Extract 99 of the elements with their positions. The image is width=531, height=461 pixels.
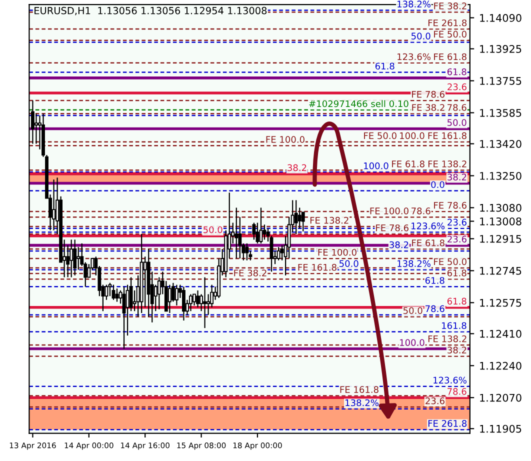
annotation: FE 78.6	[434, 202, 466, 209]
candlestick	[276, 246, 280, 261]
annotation: 61.8	[447, 68, 466, 76]
annotation: 100.0	[400, 132, 424, 140]
candlestick	[112, 284, 116, 300]
annotation: FE 138.2	[428, 160, 466, 168]
candlestick	[256, 222, 260, 244]
y-tick-label: 1.12575	[480, 298, 522, 307]
annotation: FE 50.0	[434, 258, 466, 266]
annotation: 50.0	[448, 119, 466, 126]
annotation: FE 50.0	[434, 30, 466, 38]
candlestick	[76, 246, 80, 270]
annotation: 23.6	[448, 218, 466, 226]
annotation: FE 161.8	[428, 132, 466, 140]
y-tick-label: 1.12070	[480, 394, 522, 402]
annotation: FE 138.2	[310, 216, 348, 224]
annotation: 78.6	[448, 104, 466, 111]
annotation: 23.6	[426, 397, 444, 404]
candlestick	[298, 207, 302, 229]
candlestick	[206, 294, 210, 316]
annotation: 100.0	[400, 339, 424, 346]
annotation: 38.2	[288, 164, 306, 172]
annotation: 78.6	[412, 208, 430, 214]
candlestick	[280, 244, 284, 261]
annotation: FE 61.8	[392, 160, 424, 168]
candlestick	[168, 284, 172, 314]
candlestick	[73, 239, 77, 276]
annotation: 61.8	[425, 277, 444, 284]
y-tick-label: 1.12915	[480, 234, 522, 243]
candlestick	[122, 286, 126, 350]
y-tick-label: 1.13585	[480, 108, 522, 117]
chart-title: EURUSD,H1 1.13056 1.13056 1.12954 1.13008	[34, 6, 267, 16]
annotation: FE 100.0	[370, 208, 408, 214]
y-tick-label: 1.13925	[480, 45, 522, 53]
candlestick	[252, 222, 256, 240]
annotation: FE 61.8	[434, 53, 466, 60]
candlestick	[294, 200, 298, 235]
annotation: 138.2%	[398, 260, 430, 267]
y-tick-label: 1.12410	[480, 330, 522, 338]
annotation: FE 138.2	[428, 335, 466, 342]
annotation: 138.2%	[346, 399, 378, 406]
y-tick-label: 1.13755	[480, 76, 522, 85]
annotation: 123.6%	[412, 222, 444, 230]
y-tick-label: 1.13250	[480, 172, 522, 180]
y-tick-label: 1.11905	[480, 424, 522, 433]
annotation: FE 78.6	[376, 224, 408, 232]
candlestick	[245, 242, 249, 261]
annotation: 61.8	[447, 298, 466, 305]
candlestick	[52, 178, 56, 231]
annotation: FE 38.2	[434, 2, 466, 10]
annotation: 0.0	[431, 181, 444, 188]
y-tick-label: 1.13008	[480, 217, 522, 226]
annotation: 50.0	[404, 307, 422, 314]
annotation: 50.0	[204, 226, 222, 234]
annotation: FE 50.0	[364, 132, 396, 140]
annotation: 78.6	[426, 305, 444, 312]
y-tick-label: 1.13420	[480, 140, 522, 148]
annotation: 23.6	[448, 83, 466, 90]
annotation: #102971466 sell 0.10	[309, 100, 408, 108]
annotation: FE 78.6	[412, 90, 444, 98]
annotation: 38.2	[390, 241, 408, 248]
candlestick	[115, 288, 119, 302]
annotation: 38.2	[448, 346, 466, 354]
candlestick	[104, 284, 108, 300]
annotation: 123.6%	[398, 53, 430, 60]
candlestick	[301, 212, 305, 232]
y-tick-label: 1.13080	[480, 204, 522, 212]
annotation: FE 61.8	[412, 239, 444, 246]
annotation: FE 161.8	[298, 264, 336, 271]
annotation: FE 100.0	[318, 248, 356, 256]
candlestick	[182, 286, 186, 322]
annotation: 61.8	[375, 62, 394, 70]
annotation: 23.6	[448, 236, 466, 243]
annotation: FE 261.8	[428, 420, 467, 427]
candlestick	[34, 113, 38, 144]
annotation: FE 100.0	[266, 136, 304, 143]
annotation: 78.6	[448, 388, 466, 395]
annotation: 50.0	[340, 260, 358, 267]
annotation: FE 261.8	[428, 19, 467, 26]
y-tick-label: 1.12745	[480, 266, 522, 275]
annotation: 161.8	[442, 322, 466, 330]
candlestick	[143, 256, 147, 308]
annotation: 38.2	[448, 174, 466, 180]
annotation: 50.0	[412, 32, 430, 40]
candlestick	[196, 290, 200, 308]
candlestick	[70, 239, 74, 278]
annotation: FE 38.2	[234, 270, 266, 276]
annotation: 100.0	[364, 162, 388, 170]
annotation: 123.6%	[434, 376, 466, 384]
candlestick	[174, 284, 178, 306]
y-tick-label: 1.12240	[480, 362, 522, 370]
annotation: 61.8	[447, 270, 466, 276]
annotation: 138.2%	[398, 0, 430, 8]
annotation: FE 38.2	[412, 104, 444, 111]
candlestick	[234, 207, 238, 260]
annotation: FE 161.8	[340, 386, 378, 393]
candlestick	[189, 294, 192, 312]
candlestick	[203, 276, 207, 329]
y-tick-label: 1.14090	[480, 14, 522, 22]
